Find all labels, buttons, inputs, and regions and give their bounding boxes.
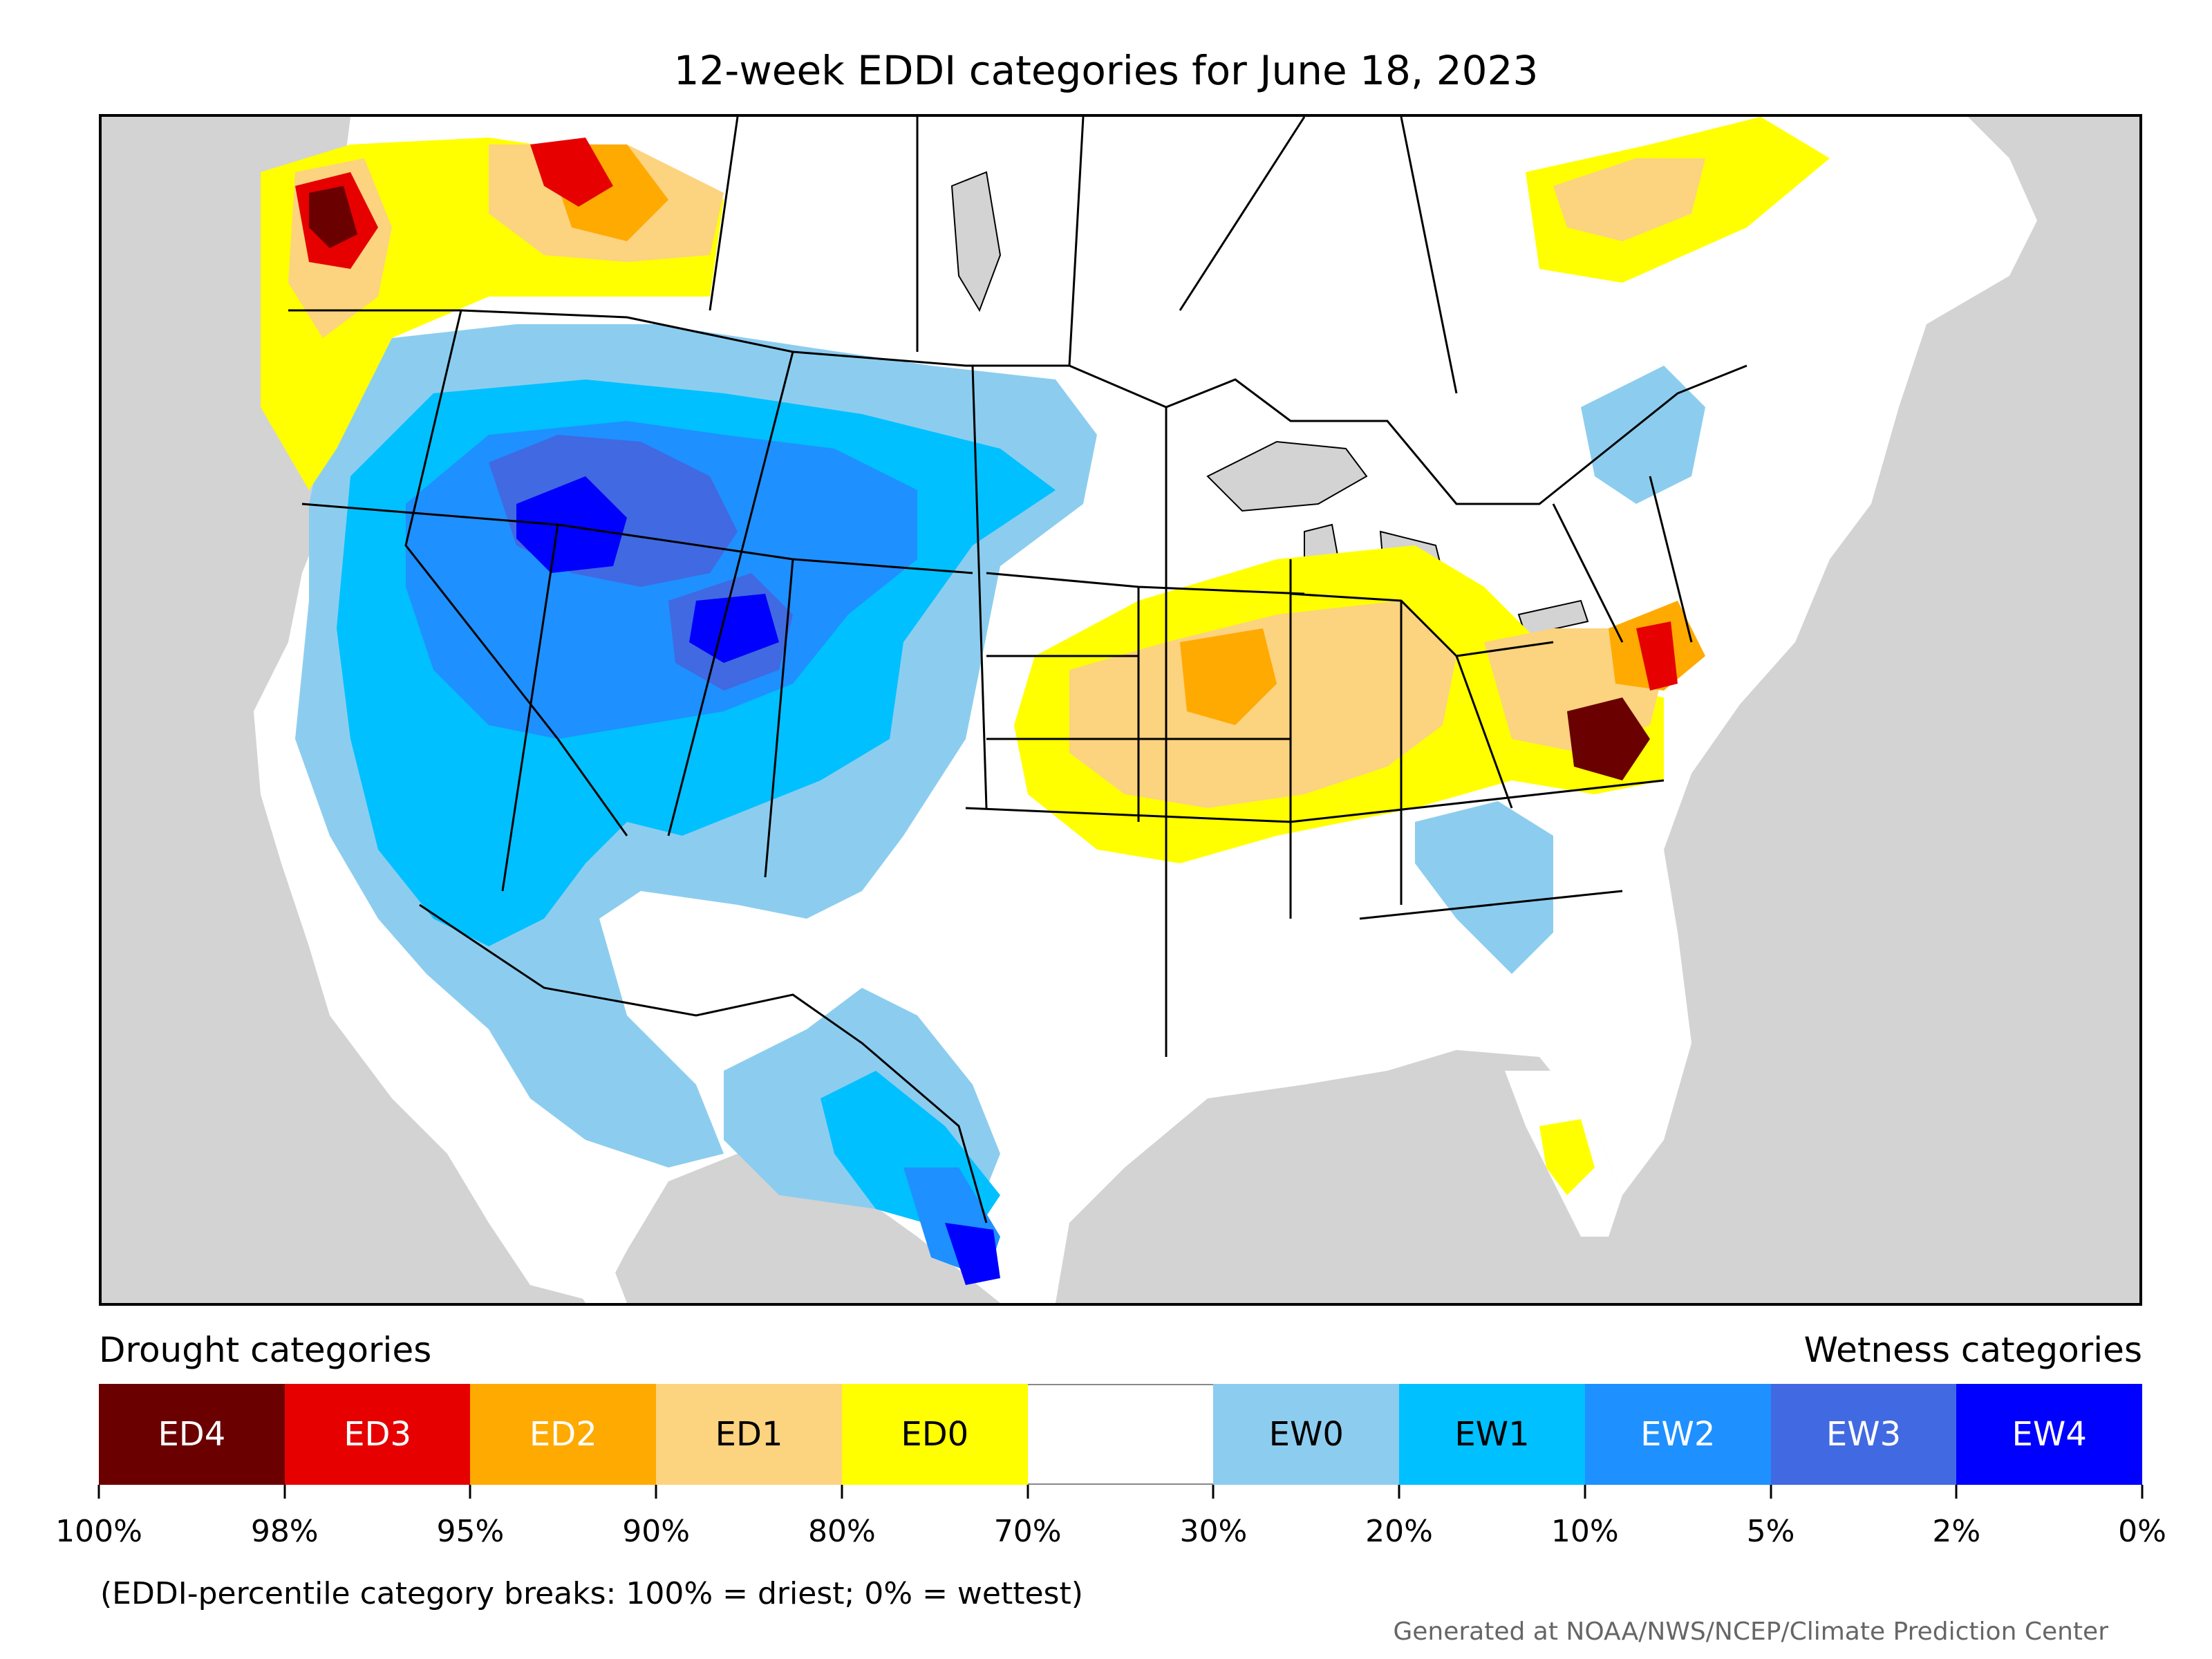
field-ew0-southeast: [1415, 801, 1553, 974]
legend-tick-label: 70%: [993, 1514, 1062, 1549]
eddi-map: [254, 117, 2037, 1303]
legend-tick: [841, 1485, 843, 1499]
legend-box-ed0: ED0: [841, 1384, 1028, 1485]
canada-province-lines: [709, 117, 1458, 394]
legend-tick: [1027, 1485, 1029, 1499]
field-ew0-northeast: [1581, 366, 1705, 504]
legend-tick: [469, 1485, 471, 1499]
baja-peninsula: [433, 988, 627, 1303]
legend-tick-label: 0%: [2118, 1514, 2166, 1549]
legend-box-ew1: EW1: [1399, 1384, 1585, 1485]
state-lines-west: [301, 310, 988, 892]
legend-tick: [1770, 1485, 1772, 1499]
field-ed3-nj: [1636, 621, 1678, 691]
field-ed3-bc: [530, 138, 613, 207]
legend-tick: [1212, 1485, 1215, 1499]
legend-tick: [2141, 1485, 2144, 1499]
legend-tick: [1584, 1485, 1586, 1499]
legend-tick-label: 5%: [1746, 1514, 1795, 1549]
legend-box-ed4: ED4: [99, 1384, 285, 1485]
legend-tick-label: 10%: [1550, 1514, 1619, 1549]
us-canada-border: [288, 309, 1747, 505]
state-lines-central: [965, 407, 1305, 1057]
state-lines-east: [1290, 476, 1693, 920]
legend-box-ew2: EW2: [1584, 1384, 1771, 1485]
field-ed0-florida: [1539, 1119, 1595, 1195]
credit-line: Generated at NOAA/NWS/NCEP/Climate Predi…: [1393, 1618, 2108, 1646]
field-ed2-iowa: [1180, 628, 1277, 725]
field-ew4-south-texas: [945, 1223, 1000, 1285]
field-ew4-wyoming: [689, 594, 779, 663]
lake-winnipeg: [950, 171, 1002, 312]
legend-tick-label: 98%: [250, 1514, 319, 1549]
field-ed1-quebec: [1553, 158, 1705, 241]
us-mexico-border: [419, 903, 988, 1224]
legend-tick-label: 2%: [1932, 1514, 1981, 1549]
legend-box-ed3: ED3: [284, 1384, 471, 1485]
legend-box-ed2: ED2: [470, 1384, 657, 1485]
legend-box-ew4: EW4: [1956, 1384, 2143, 1485]
map-frame: [99, 114, 2142, 1306]
field-ew4-idaho: [516, 476, 627, 573]
field-ed4-maryland: [1567, 697, 1650, 780]
legend-tick-label: 30%: [1179, 1514, 1248, 1549]
legend-color-bar: ED4 ED3 ED2 ED1 ED0 EW0 EW1 EW2 EW3 EW4: [99, 1384, 2143, 1485]
legend-tick-label: 80%: [808, 1514, 876, 1549]
legend-tick: [1398, 1485, 1400, 1499]
legend-tick: [655, 1485, 657, 1499]
legend-tick-label: 95%: [436, 1514, 505, 1549]
wetness-categories-heading: Wetness categories: [1803, 1330, 2142, 1370]
legend-tick: [97, 1485, 100, 1499]
legend-tick-label: 100%: [55, 1514, 142, 1549]
legend-tick-label: 20%: [1365, 1514, 1433, 1549]
legend-box-ew0: EW0: [1213, 1384, 1400, 1485]
drought-categories-heading: Drought categories: [99, 1330, 432, 1370]
legend-tick-label: 90%: [622, 1514, 691, 1549]
map-title: 12-week EDDI categories for June 18, 202…: [673, 47, 1539, 94]
footnote: (EDDI-percentile category breaks: 100% =…: [100, 1576, 1083, 1611]
legend-ticks: [97, 1485, 2144, 1499]
legend-box-ed1: ED1: [656, 1384, 842, 1485]
legend-tick: [283, 1485, 286, 1499]
political-boundaries: [288, 117, 1747, 1224]
legend-box-neutral: [1027, 1384, 1214, 1485]
legend-box-ew3: EW3: [1770, 1384, 1957, 1485]
legend-tick-labels: 100% 98% 95% 90% 80% 70% 30% 20% 10% 5% 2% 0%: [55, 1514, 2166, 1555]
field-ed4-washington: [309, 186, 357, 248]
legend-tick: [1955, 1485, 1958, 1499]
lake-superior: [1206, 440, 1368, 512]
